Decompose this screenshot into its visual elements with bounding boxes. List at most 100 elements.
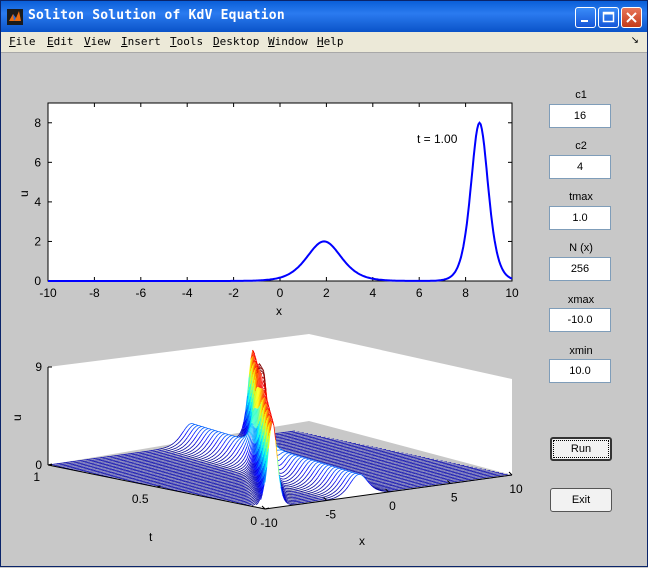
waterfall-trace (206, 432, 208, 434)
waterfall-trace (245, 434, 247, 436)
waterfall-trace (260, 384, 262, 403)
menu-help[interactable]: Help (317, 35, 344, 48)
waterfall-trace (249, 416, 251, 429)
waterfall-trace (270, 422, 272, 433)
waterfall-trace (287, 473, 289, 475)
waterfall-trace (254, 385, 256, 402)
waterfall-trace (222, 462, 224, 463)
waterfall-trace (190, 454, 192, 455)
waterfall-trace (289, 461, 291, 462)
waterfall-trace (245, 472, 247, 473)
waterfall-trace (237, 444, 239, 447)
waterfall-trace (273, 452, 275, 461)
waterfall-trace (273, 445, 275, 449)
waterfall-trace (207, 456, 209, 457)
waterfall-trace (289, 454, 291, 455)
waterfall-trace (294, 456, 296, 458)
waterfall-trace (235, 466, 237, 467)
waterfall-trace (265, 394, 267, 414)
menu-tools[interactable]: Tools (170, 35, 203, 48)
waterfall-trace (290, 468, 292, 470)
close-button[interactable] (621, 7, 642, 28)
menu-view[interactable]: View (84, 35, 111, 48)
waterfall-trace (310, 466, 312, 468)
menu-insert[interactable]: Insert (121, 35, 161, 48)
waterfall-trace (252, 463, 254, 469)
waterfall-trace (207, 432, 209, 434)
waterfall-trace (215, 431, 217, 433)
waterfall-trace (198, 428, 200, 430)
menu-edit[interactable]: Edit (47, 35, 74, 48)
maximize-button[interactable] (598, 7, 619, 28)
waterfall-trace (184, 451, 186, 452)
waterfall-trace (264, 412, 266, 427)
waterfall-trace (255, 462, 257, 470)
waterfall-trace (273, 452, 275, 455)
waterfall-trace (255, 358, 257, 375)
waterfall-trace (231, 443, 233, 446)
waterfall-trace (279, 476, 281, 477)
waterfall-trace (243, 480, 245, 481)
waterfall-trace (248, 374, 250, 393)
minimize-button[interactable] (575, 7, 596, 28)
waterfall-trace (171, 447, 173, 448)
menu-window[interactable]: Window (268, 35, 308, 48)
waterfall-trace (274, 443, 276, 445)
waterfall-trace (264, 398, 266, 406)
waterfall-trace (267, 400, 269, 416)
menu-file[interactable]: File (9, 35, 36, 48)
waterfall-trace (199, 427, 201, 428)
waterfall-trace (264, 397, 266, 407)
waterfall-trace (241, 461, 243, 463)
waterfall-trace (215, 442, 217, 445)
waterfall-trace (252, 443, 254, 453)
waterfall-trace (237, 441, 239, 443)
waterfall-trace (268, 441, 270, 447)
waterfall-trace (256, 387, 258, 409)
waterfall-trace (249, 405, 251, 421)
waterfall-trace (255, 427, 257, 443)
waterfall-trace (261, 366, 263, 374)
waterfall-trace (261, 377, 263, 388)
waterfall-trace (257, 458, 259, 469)
waterfall-trace (225, 466, 227, 467)
waterfall-trace (214, 433, 216, 435)
waterfall-trace (229, 441, 231, 443)
waterfall-trace (263, 380, 265, 385)
waterfall-trace (264, 426, 266, 434)
dock-arrow-icon[interactable]: ↘ (631, 35, 639, 46)
waterfall-trace (267, 437, 269, 440)
waterfall-trace (243, 437, 245, 439)
waterfall-trace (248, 481, 250, 482)
waterfall-trace (227, 444, 229, 445)
waterfall-trace (208, 430, 210, 432)
waterfall-trace (247, 476, 249, 477)
title-bar[interactable]: Soliton Solution of KdV Equation (1, 1, 647, 32)
waterfall-trace (262, 390, 264, 400)
waterfall-trace (242, 443, 244, 445)
waterfall-trace (209, 460, 211, 461)
waterfall-trace (247, 470, 249, 472)
waterfall-trace (176, 450, 178, 451)
waterfall-trace (266, 398, 268, 414)
waterfall-trace (234, 450, 236, 453)
waterfall-trace (280, 450, 282, 453)
waterfall-trace (246, 405, 248, 419)
waterfall-trace (213, 440, 215, 441)
waterfall-trace (277, 445, 279, 448)
menu-desktop[interactable]: Desktop (213, 35, 259, 48)
waterfall-trace (265, 408, 267, 425)
waterfall-trace (238, 467, 240, 468)
waterfall-trace (269, 442, 271, 444)
waterfall-trace (236, 444, 238, 445)
waterfall-trace (184, 440, 186, 442)
waterfall-trace (256, 451, 258, 463)
waterfall-trace (250, 393, 252, 411)
waterfall-trace (297, 460, 299, 462)
waterfall-trace (267, 435, 269, 444)
waterfall-trace (275, 456, 277, 458)
waterfall-trace (198, 455, 200, 456)
waterfall-trace (267, 398, 269, 414)
waterfall-trace (251, 408, 253, 423)
waterfall-trace (299, 462, 301, 464)
